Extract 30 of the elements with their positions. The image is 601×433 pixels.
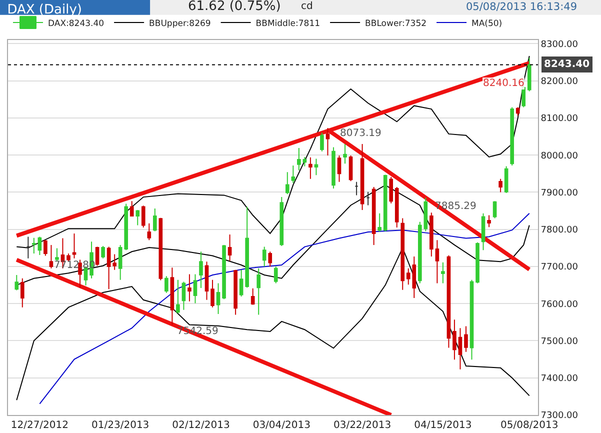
legend-label: MA(50): [472, 18, 502, 29]
annotation: 8240.16: [483, 78, 524, 89]
y-tick-label: 7800.00: [540, 226, 578, 236]
y-tick-label: 7900.00: [540, 188, 578, 198]
legend-label: BBUpper:8269: [149, 18, 211, 29]
y-tick-label: 7600.00: [540, 300, 578, 310]
x-tick-label: 03/22/2013: [333, 420, 392, 431]
x-tick-label: 05/08/2013: [500, 420, 558, 431]
legend-label: BBMiddle:7811: [256, 18, 320, 29]
x-tick-label: 03/04/2013: [252, 420, 310, 431]
legend-label: BBLower:7352: [365, 18, 427, 29]
annotation: 8073.19: [340, 128, 382, 139]
text: 05/08/2013 16:13:49: [466, 1, 578, 13]
legend-label: DAX:8243.40: [48, 18, 104, 29]
chart-title: DAX (Daily): [7, 2, 82, 18]
y-tick-label: 7400.00: [540, 374, 578, 384]
y-tick-label: 8200.00: [540, 76, 578, 87]
y-tick-label: 8300.00: [540, 40, 578, 50]
text: cd: [301, 1, 313, 12]
y-tick-label: 8000.00: [540, 151, 578, 162]
y-tick-label: 8100.00: [540, 114, 578, 124]
x-tick-label: 02/12/2013: [172, 420, 230, 431]
ref-line-label: 8243.40: [544, 59, 590, 70]
y-tick-label: 7500.00: [540, 336, 578, 347]
x-tick-label: 12/27/2012: [10, 420, 68, 431]
text: 61.62 (0.75%): [188, 0, 281, 14]
y-tick-label: 7700.00: [540, 262, 578, 273]
x-tick-label: 01/23/2013: [92, 420, 150, 431]
y-tick-label: 7300.00: [540, 411, 578, 422]
x-tick-label: 04/15/2013: [414, 420, 472, 431]
